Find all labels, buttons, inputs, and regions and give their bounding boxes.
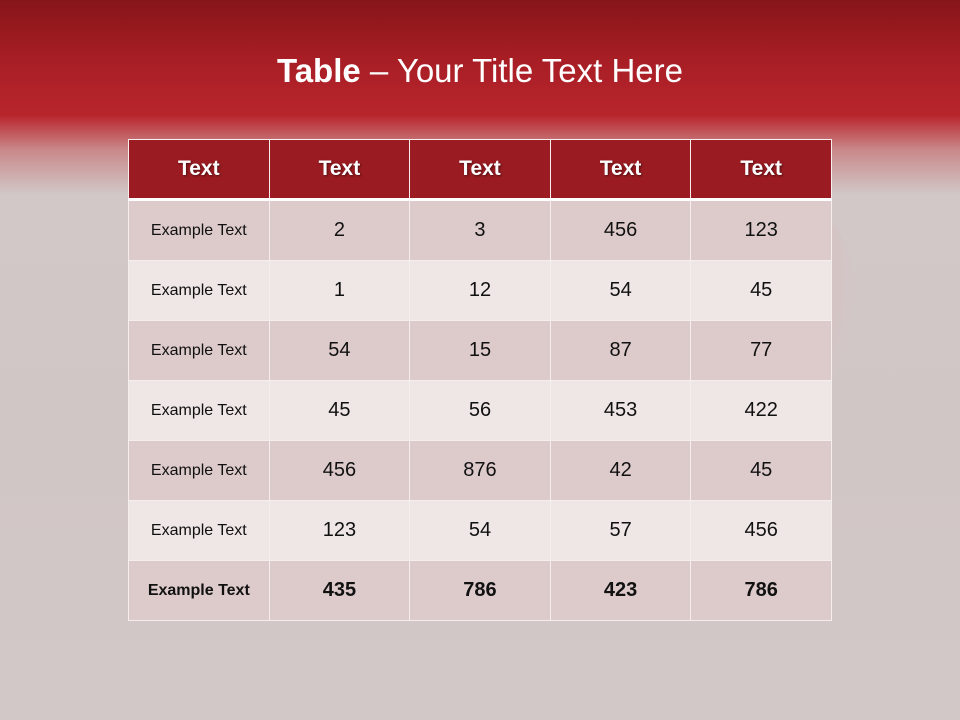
table-cell: 876: [409, 440, 551, 501]
table-cell: 3: [409, 199, 551, 261]
table-cell: 45: [690, 260, 832, 321]
table-cell: 56: [409, 380, 551, 441]
table-cell: 54: [409, 500, 551, 561]
table-row: Example Text 123 54 57 456: [128, 500, 832, 561]
table-cell: 54: [549, 260, 692, 321]
column-header: Text: [409, 139, 551, 201]
slide-title: Table – Your Title Text Here: [0, 52, 960, 90]
table-cell: 1: [268, 260, 411, 321]
column-header: Text: [690, 139, 832, 201]
table-cell: 54: [268, 320, 411, 381]
table-cell: 123: [690, 199, 832, 261]
table-row: Example Text 1 12 54 45: [128, 260, 832, 321]
total-row: Example Text 435 786 423 786: [128, 560, 832, 621]
table-cell: 57: [549, 500, 692, 561]
table-cell: 453: [549, 380, 692, 441]
table-row: Example Text 45 56 453 422: [128, 380, 832, 441]
row-label: Example Text: [128, 500, 270, 561]
header-row: Text Text Text Text Text: [128, 139, 832, 201]
table-row: Example Text 54 15 87 77: [128, 320, 832, 381]
table-row: Example Text 456 876 42 45: [128, 440, 832, 501]
table-cell: 422: [690, 380, 832, 441]
table-cell: 456: [268, 440, 411, 501]
column-header: Text: [268, 139, 411, 201]
row-label: Example Text: [128, 380, 270, 441]
row-label: Example Text: [128, 199, 270, 261]
table-cell: 123: [268, 500, 411, 561]
table-cell: 786: [690, 560, 832, 621]
table-cell: 786: [409, 560, 551, 621]
table-cell: 87: [549, 320, 692, 381]
table-cell: 2: [268, 199, 411, 261]
data-table: Text Text Text Text Text Example Text 2 3 456 12…: [128, 139, 832, 621]
table-row: Example Text 2 3 456 123: [128, 199, 832, 261]
row-label: Example Text: [128, 320, 270, 381]
table-cell: 12: [409, 260, 551, 321]
table-cell: 42: [549, 440, 692, 501]
row-label: Example Text: [128, 560, 270, 621]
table-cell: 435: [268, 560, 411, 621]
table-cell: 456: [690, 500, 832, 561]
column-header: Text: [549, 139, 692, 201]
table-cell: 45: [690, 440, 832, 501]
table-cell: 77: [690, 320, 832, 381]
title-rest: – Your Title Text Here: [360, 52, 683, 89]
table-cell: 15: [409, 320, 551, 381]
row-label: Example Text: [128, 440, 270, 501]
title-bold: Table: [277, 52, 361, 89]
column-header: Text: [128, 139, 270, 201]
table-cell: 45: [268, 380, 411, 441]
table-cell: 456: [549, 199, 692, 261]
table-cell: 423: [549, 560, 692, 621]
row-label: Example Text: [128, 260, 270, 321]
